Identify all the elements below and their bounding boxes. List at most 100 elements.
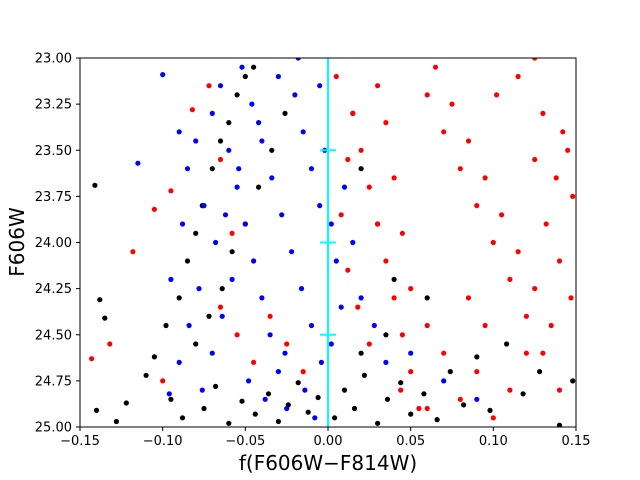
data-point <box>229 276 235 282</box>
data-point <box>97 297 103 303</box>
data-point <box>213 239 219 246</box>
data-point <box>217 138 224 144</box>
data-point <box>532 286 538 292</box>
data-point <box>308 322 315 329</box>
data-point <box>441 129 447 135</box>
y-tick-label: 24.75 <box>35 374 72 389</box>
data-point <box>189 107 195 113</box>
data-point <box>269 147 275 153</box>
data-point <box>259 138 265 144</box>
data-point <box>398 387 404 393</box>
data-point <box>333 258 339 264</box>
data-point <box>565 147 571 153</box>
data-point <box>176 359 182 365</box>
data-point <box>487 407 493 413</box>
x-axis-label: f(F606W−F814W) <box>239 451 417 475</box>
data-point <box>193 138 199 144</box>
data-point <box>275 418 281 425</box>
x-tick-label: −0.10 <box>143 434 183 449</box>
data-point <box>295 380 301 386</box>
data-point <box>424 322 430 329</box>
data-point <box>457 166 463 172</box>
data-point <box>259 295 265 301</box>
data-point <box>186 322 192 329</box>
data-point <box>515 73 521 80</box>
data-point <box>251 64 257 70</box>
data-point <box>568 295 574 301</box>
data-point <box>556 387 563 393</box>
data-point <box>408 369 414 375</box>
data-point <box>300 129 306 135</box>
y-tick-label: 23.50 <box>35 144 72 159</box>
data-point <box>318 359 324 365</box>
data-point <box>366 184 372 190</box>
data-point <box>449 101 455 107</box>
data-point <box>123 400 129 406</box>
data-point <box>391 276 397 282</box>
data-point <box>490 239 496 246</box>
data-point <box>556 422 563 427</box>
data-point <box>361 372 367 378</box>
data-point <box>305 409 311 415</box>
data-point <box>465 295 472 301</box>
data-point <box>256 120 262 126</box>
data-point <box>432 64 439 70</box>
data-point <box>209 110 215 116</box>
data-point <box>201 405 207 412</box>
data-point <box>222 212 229 218</box>
data-point <box>537 369 543 375</box>
data-point <box>269 175 275 181</box>
data-point <box>275 73 281 80</box>
data-point <box>217 304 224 310</box>
data-point <box>383 120 389 126</box>
data-point <box>176 129 182 135</box>
data-point <box>515 249 521 255</box>
data-point <box>482 175 488 181</box>
data-point <box>302 387 308 393</box>
data-point <box>201 203 207 209</box>
data-point <box>560 129 566 135</box>
data-point <box>279 212 285 218</box>
data-point <box>494 92 500 98</box>
data-point <box>504 341 510 347</box>
data-point <box>570 378 576 384</box>
y-tick-label: 23.75 <box>35 190 72 205</box>
data-point <box>424 405 430 412</box>
data-point <box>408 286 414 292</box>
data-point <box>89 356 95 362</box>
data-point <box>239 64 245 70</box>
data-point <box>179 415 186 421</box>
data-point <box>351 405 358 412</box>
data-point <box>102 315 108 321</box>
data-point <box>482 322 488 329</box>
data-point <box>441 350 447 356</box>
data-point <box>421 391 427 397</box>
data-point <box>265 391 272 397</box>
data-point <box>507 387 513 393</box>
data-point <box>375 420 381 426</box>
data-point <box>295 58 301 61</box>
data-point <box>474 354 480 360</box>
data-point <box>229 230 235 236</box>
data-point <box>219 313 225 319</box>
data-point <box>338 304 344 310</box>
data-point <box>312 415 318 421</box>
data-point <box>267 313 273 319</box>
data-point <box>358 166 364 172</box>
data-point <box>383 258 389 264</box>
data-point <box>239 398 245 404</box>
data-point <box>384 396 391 402</box>
data-point <box>168 188 174 194</box>
data-point <box>371 322 377 329</box>
data-point <box>93 407 100 413</box>
data-point <box>251 258 257 264</box>
data-point <box>416 405 422 412</box>
data-point <box>256 184 262 190</box>
data-point <box>166 391 172 397</box>
data-point <box>338 212 344 218</box>
data-point <box>424 92 430 98</box>
data-point <box>523 350 530 356</box>
x-axis-ticks: −0.15 −0.10 −0.05 0.00 0.05 0.10 0.15 <box>60 427 590 449</box>
points-layer <box>89 58 576 427</box>
